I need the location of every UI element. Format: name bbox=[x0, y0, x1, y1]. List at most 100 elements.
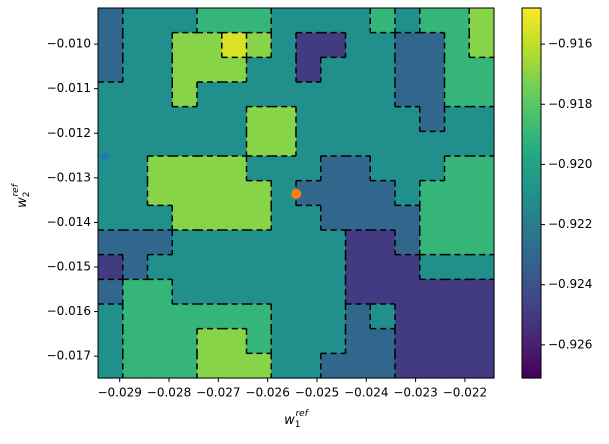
contour-cell bbox=[469, 82, 495, 108]
contour-cell bbox=[345, 82, 371, 108]
colorbar-band bbox=[522, 350, 541, 354]
contour-cell bbox=[444, 230, 470, 256]
colorbar-band bbox=[522, 334, 541, 339]
colorbar-band bbox=[522, 220, 541, 225]
contour-cell bbox=[444, 304, 470, 330]
contour-cell bbox=[197, 353, 223, 379]
contour-cell bbox=[370, 131, 396, 157]
contour-cell bbox=[320, 180, 347, 206]
x-tick-label: −0.022 bbox=[443, 386, 487, 400]
colorbar-band bbox=[522, 8, 541, 12]
colorbar-band bbox=[522, 202, 541, 206]
colorbar-band bbox=[522, 134, 541, 139]
contour-cell bbox=[197, 304, 223, 330]
contour-cell bbox=[444, 106, 470, 132]
contour-cell bbox=[370, 57, 396, 83]
contour-cell bbox=[246, 57, 272, 83]
contour-cell bbox=[221, 205, 248, 231]
colorbar-band bbox=[522, 94, 541, 99]
colorbar-band bbox=[522, 300, 541, 305]
colorbar-band bbox=[522, 109, 541, 114]
contour-cell bbox=[419, 328, 446, 354]
colorbar-band bbox=[522, 294, 541, 299]
contour-cell bbox=[469, 328, 495, 354]
contour-cell bbox=[147, 106, 173, 132]
contour-cell bbox=[147, 131, 173, 157]
contour-cell bbox=[320, 8, 347, 34]
contour-cell bbox=[296, 230, 322, 256]
contour-cell bbox=[98, 254, 124, 280]
x-tick-label: −0.025 bbox=[295, 386, 339, 400]
contour-cell bbox=[246, 353, 272, 379]
contour-cell bbox=[147, 254, 173, 280]
contour-cell bbox=[469, 279, 495, 305]
contour-cell bbox=[444, 254, 470, 280]
colorbar-band bbox=[522, 344, 541, 348]
contour-cell bbox=[221, 180, 248, 206]
contour-cell bbox=[296, 131, 322, 157]
contour-cell bbox=[419, 106, 446, 132]
contour-cell bbox=[296, 205, 322, 231]
colorbar-band bbox=[522, 374, 541, 379]
contour-cell bbox=[444, 82, 470, 108]
x-axis-label: w1ref bbox=[284, 409, 310, 430]
contour-cell bbox=[147, 328, 173, 354]
contour-cell bbox=[444, 328, 470, 354]
contour-cell bbox=[444, 353, 470, 379]
contour-cell bbox=[395, 156, 421, 182]
contour-cell bbox=[271, 304, 297, 330]
colorbar-band bbox=[522, 267, 541, 271]
colorbar-band bbox=[522, 297, 541, 302]
point-marker bbox=[291, 188, 302, 199]
x-tick-label: −0.023 bbox=[393, 386, 437, 400]
colorbar-band bbox=[522, 257, 541, 262]
x-label-sub: 1 bbox=[295, 420, 301, 430]
colorbar-band bbox=[522, 146, 541, 151]
colorbar-band bbox=[522, 60, 541, 65]
contour-cell bbox=[419, 353, 446, 379]
colorbar-band bbox=[522, 180, 541, 185]
colorbar-band bbox=[522, 304, 541, 308]
contour-cell bbox=[246, 304, 272, 330]
colorbar-band bbox=[522, 291, 541, 296]
contour-cell bbox=[370, 82, 396, 108]
contour-cell bbox=[469, 254, 495, 280]
contour-cell bbox=[98, 279, 124, 305]
colorbar-band bbox=[522, 260, 541, 265]
contour-cell bbox=[444, 57, 470, 83]
colorbar-band bbox=[522, 310, 541, 314]
colorbar-band bbox=[522, 279, 541, 284]
colorbar-band bbox=[522, 41, 541, 46]
contour-cell bbox=[345, 32, 371, 58]
contour-cell bbox=[147, 57, 173, 83]
contour-cell bbox=[98, 8, 124, 34]
colorbar-band bbox=[522, 331, 541, 336]
contour-cell bbox=[271, 353, 297, 379]
contour-cell bbox=[370, 180, 396, 206]
contour-cell bbox=[172, 156, 198, 182]
colorbar-band bbox=[522, 112, 541, 117]
contour-cell bbox=[221, 328, 248, 354]
point-marker bbox=[99, 150, 111, 162]
contour-cell bbox=[419, 279, 446, 305]
colorbar-band bbox=[522, 88, 541, 92]
y-label-sup: ref bbox=[11, 182, 21, 196]
colorbar-band bbox=[522, 254, 541, 259]
colorbar-band bbox=[522, 273, 541, 277]
colorbar-band bbox=[522, 156, 541, 160]
contour-cell bbox=[271, 82, 297, 108]
contour-cell bbox=[469, 180, 495, 206]
colorbar-band bbox=[522, 208, 541, 213]
y-tick-label: −0.015 bbox=[47, 260, 91, 274]
contour-cell bbox=[246, 82, 272, 108]
contour-cell bbox=[395, 254, 421, 280]
y-tick-label: −0.013 bbox=[47, 170, 91, 184]
colorbar-band bbox=[522, 54, 541, 58]
colorbar-band bbox=[522, 214, 541, 219]
contour-cell bbox=[444, 279, 470, 305]
contour-cell bbox=[172, 328, 198, 354]
contour-cell bbox=[147, 156, 173, 182]
colorbar-band bbox=[522, 143, 541, 148]
contour-cell bbox=[296, 328, 322, 354]
contour-cell bbox=[147, 82, 173, 108]
